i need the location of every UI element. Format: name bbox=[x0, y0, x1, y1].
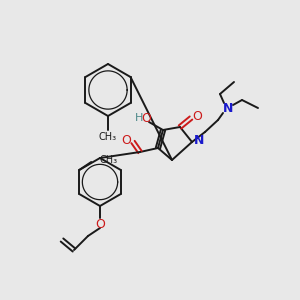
Text: O: O bbox=[95, 218, 105, 230]
Text: O: O bbox=[121, 134, 131, 146]
Text: N: N bbox=[194, 134, 204, 146]
Text: O: O bbox=[141, 112, 151, 124]
Text: CH₃: CH₃ bbox=[99, 132, 117, 142]
Text: O: O bbox=[192, 110, 202, 122]
Text: CH₃: CH₃ bbox=[99, 155, 117, 165]
Text: H: H bbox=[135, 113, 143, 123]
Text: N: N bbox=[223, 101, 233, 115]
